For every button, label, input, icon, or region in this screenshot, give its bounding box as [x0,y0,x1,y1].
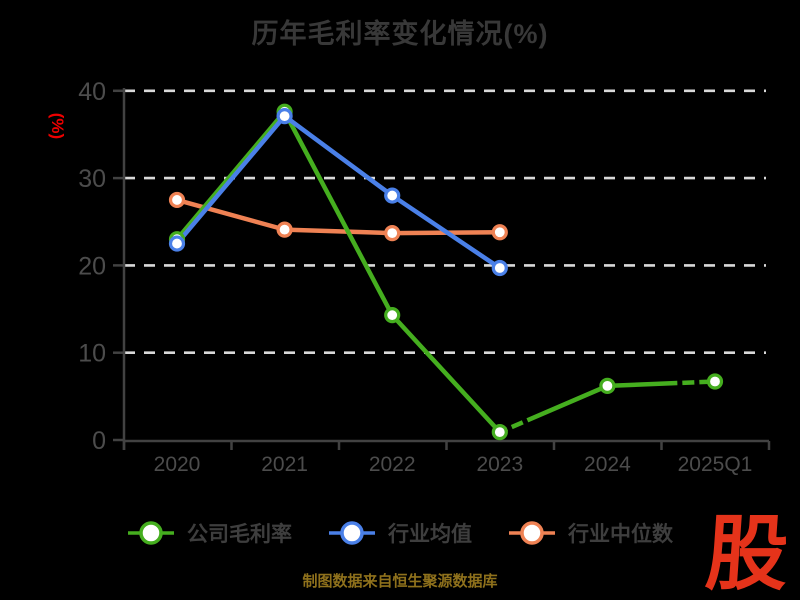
y-tick-label-30: 30 [78,165,106,193]
legend-label-industry-median: 行业中位数 [568,523,673,546]
legend-item-company-gross-margin[interactable]: 公司毛利率 [127,518,292,548]
series-line-company-gross-margin [175,109,502,434]
x-tick-label-2023: 2023 [476,453,523,476]
marker-industry-mean-2020 [168,235,186,252]
chart-title: 历年毛利率变化情况(%) [251,19,549,49]
series-line-company-gross-margin-dashed-2 [607,379,716,389]
marker-industry-mean-2023 [491,259,508,277]
marker-industry-median-2021 [276,221,293,238]
y-tick-label-20: 20 [78,252,106,280]
legend-item-industry-median[interactable]: 行业中位数 [508,518,673,548]
marker-company-gross-margin-2025Q1 [706,373,724,390]
marker-industry-mean-2021 [276,108,293,125]
x-tick-label-2022: 2022 [369,453,416,476]
red-stock-watermark: 股 [702,509,792,600]
series-line-industry-mean [175,113,502,270]
x-tick-label-2021: 2021 [261,453,308,476]
y-tick-label-10: 10 [78,340,106,368]
x-tick-label-2024: 2024 [584,453,631,476]
x-tick-label-2025Q1: 2025Q1 [678,453,753,476]
legend-item-industry-mean[interactable]: 行业均值 [328,518,472,548]
marker-company-gross-margin-2023 [491,424,508,441]
marker-industry-median-2023 [491,224,508,241]
orange-line-marker-icon [509,521,555,545]
legend-label-company-gross-margin: 公司毛利率 [187,523,292,546]
y-tick-label-0: 0 [92,427,106,455]
marker-industry-median-2022 [384,224,401,242]
blue-line-marker-icon [329,521,375,545]
x-tick-label-2020: 2020 [154,453,201,476]
marker-industry-mean-2022 [384,187,401,204]
series-line-company-gross-margin-dashed-1 [498,383,609,435]
marker-company-gross-margin-2022 [384,307,401,324]
legend: 公司毛利率 行业均值 行业中位数 [0,518,800,548]
marker-company-gross-margin-2024 [599,377,616,394]
data-source-note: 制图数据来自恒生聚源数据库 [302,573,498,590]
y-tick-label-40: 40 [78,78,106,106]
green-line-marker-icon [128,521,174,545]
legend-label-industry-mean: 行业均值 [388,523,472,546]
marker-industry-median-2020 [168,191,186,209]
